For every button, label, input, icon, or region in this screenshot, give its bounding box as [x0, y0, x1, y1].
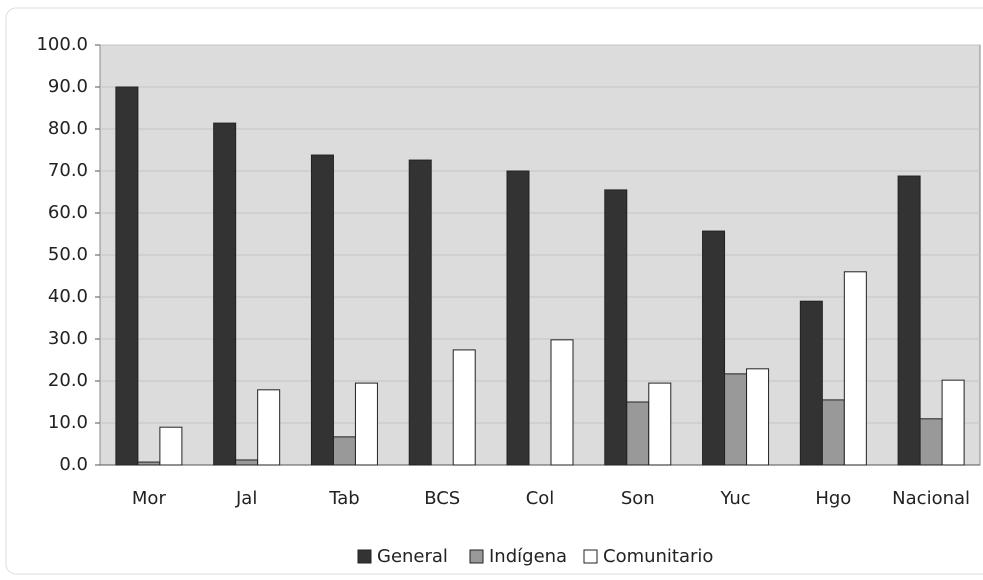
y-tick-label: 90.0 — [48, 76, 88, 97]
bar — [452, 349, 476, 466]
bar — [506, 170, 530, 466]
bar — [408, 159, 432, 466]
bar — [919, 418, 943, 466]
y-tick-label: 70.0 — [48, 160, 88, 181]
bar — [821, 399, 845, 466]
bar — [702, 230, 726, 466]
x-tick-label: Hgo — [815, 488, 851, 509]
bar — [159, 426, 183, 466]
x-tick-label: Col — [526, 488, 555, 509]
bar — [843, 271, 867, 466]
x-tick-label: Tab — [328, 488, 359, 509]
x-tick-label: Jal — [235, 488, 257, 509]
legend-label: Comunitario — [603, 546, 713, 567]
x-tick-label: Mor — [132, 488, 167, 509]
bar — [799, 300, 823, 466]
legend-label: General — [377, 546, 448, 567]
bar — [604, 189, 628, 466]
bar — [724, 373, 748, 466]
bar — [648, 382, 672, 466]
y-tick-label: 50.0 — [48, 244, 88, 265]
y-tick-label: 40.0 — [48, 286, 88, 307]
x-tick-label: Nacional — [892, 488, 970, 509]
y-tick-label: 10.0 — [48, 412, 88, 433]
legend-swatch — [357, 549, 372, 564]
bar — [897, 175, 921, 466]
bar — [354, 382, 378, 466]
legend-swatch — [469, 549, 484, 564]
bar — [257, 389, 281, 466]
bar — [626, 401, 650, 466]
bar — [115, 86, 139, 466]
y-tick-label: 80.0 — [48, 118, 88, 139]
y-tick-label: 100.0 — [36, 34, 88, 55]
y-tick-label: 20.0 — [48, 370, 88, 391]
y-tick-label: 0.0 — [59, 454, 88, 475]
x-tick-label: Son — [621, 488, 655, 509]
bar — [310, 154, 334, 466]
x-tick-label: BCS — [424, 488, 460, 509]
y-tick-label: 30.0 — [48, 328, 88, 349]
y-tick-label: 60.0 — [48, 202, 88, 223]
bar — [137, 461, 161, 466]
bar — [550, 339, 574, 466]
bar — [941, 379, 965, 466]
legend-label: Indígena — [489, 546, 567, 567]
bar — [213, 122, 237, 466]
x-tick-label: Yuc — [719, 488, 750, 509]
bar — [332, 436, 356, 466]
bar — [746, 368, 770, 466]
legend-swatch — [583, 549, 598, 564]
bar — [235, 459, 259, 466]
